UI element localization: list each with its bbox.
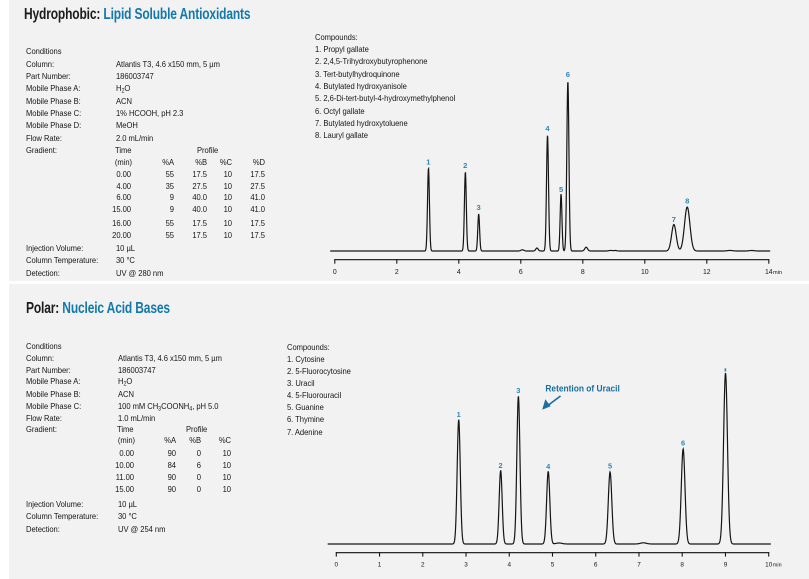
svg-text:6: 6: [681, 438, 685, 447]
svg-text:1: 1: [457, 410, 461, 419]
svg-text:1: 1: [378, 562, 382, 569]
svg-text:1: 1: [426, 157, 431, 166]
svg-text:3: 3: [476, 203, 480, 212]
svg-text:min: min: [773, 563, 782, 569]
svg-text:5: 5: [608, 461, 612, 470]
svg-text:6: 6: [519, 269, 523, 276]
svg-text:2: 2: [463, 161, 467, 170]
svg-text:5: 5: [559, 185, 564, 194]
svg-text:0: 0: [333, 269, 337, 276]
svg-text:0: 0: [335, 562, 339, 569]
svg-text:6: 6: [566, 70, 570, 79]
svg-text:7: 7: [637, 562, 641, 569]
svg-text:8: 8: [685, 197, 689, 206]
svg-text:4: 4: [546, 462, 551, 471]
svg-text:5: 5: [551, 562, 555, 569]
svg-text:8: 8: [680, 562, 684, 569]
svg-text:10: 10: [765, 562, 773, 569]
svg-text:3: 3: [516, 386, 520, 395]
svg-text:min: min: [773, 270, 782, 276]
svg-text:Retention of Uracil: Retention of Uracil: [545, 383, 619, 394]
svg-text:7: 7: [672, 215, 676, 224]
svg-text:4: 4: [545, 124, 550, 133]
svg-text:10: 10: [641, 269, 649, 276]
svg-text:14: 14: [765, 269, 773, 276]
svg-text:6: 6: [594, 562, 598, 569]
svg-text:9: 9: [724, 562, 728, 569]
svg-text:2: 2: [499, 461, 503, 470]
svg-text:4: 4: [457, 269, 461, 276]
svg-text:4: 4: [508, 562, 512, 569]
svg-text:12: 12: [703, 269, 711, 276]
svg-text:3: 3: [464, 562, 468, 569]
svg-text:2: 2: [421, 562, 425, 569]
svg-text:2: 2: [395, 269, 399, 276]
svg-text:8: 8: [581, 269, 585, 276]
